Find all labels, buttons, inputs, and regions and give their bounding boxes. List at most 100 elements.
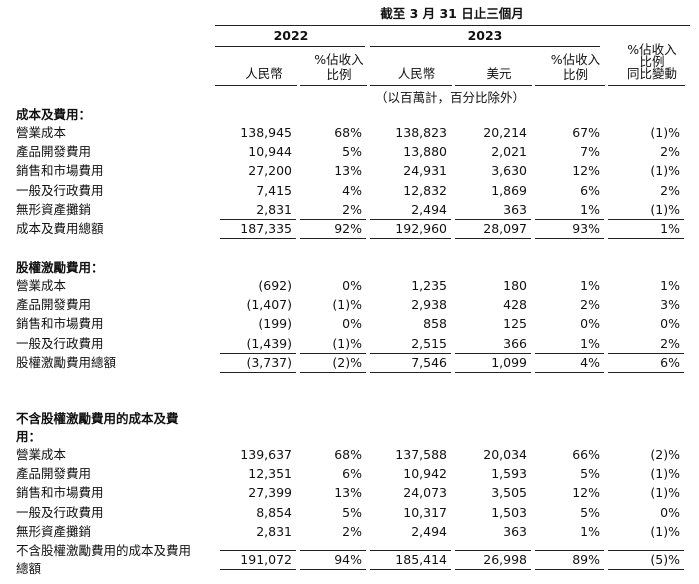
rule [608, 85, 685, 86]
total-cell: 1,099 [491, 354, 527, 370]
rule [455, 219, 531, 220]
cell: 363 [503, 201, 527, 217]
cell: 3,630 [491, 163, 527, 179]
cell: 8,854 [256, 504, 292, 520]
cell: 2,021 [491, 144, 527, 160]
total-cell: (5)% [650, 552, 680, 567]
section-title: 用： [16, 429, 42, 444]
year-header: 2022 [273, 28, 309, 43]
rule [535, 219, 604, 220]
rule [220, 238, 296, 239]
total-cell: 28,097 [483, 221, 527, 236]
cell: 2,494 [411, 523, 447, 539]
rule [608, 569, 684, 570]
rule [300, 569, 366, 570]
cell: 3% [660, 297, 680, 313]
cell: 0% [660, 316, 680, 332]
total-cell: 192,960 [395, 221, 447, 236]
cell: 2,515 [411, 335, 447, 351]
rule [300, 219, 366, 220]
row-label: 產品開發費用 [16, 466, 92, 482]
cell: 13% [334, 485, 362, 501]
rule [535, 352, 604, 354]
period-header: 截至 3 月 31 日止三個月 [380, 6, 524, 21]
rule [535, 371, 604, 373]
total-cell: 191,072 [240, 552, 292, 567]
cell: 366 [503, 335, 527, 351]
rule [300, 238, 366, 239]
row-label: 無形資產攤銷 [16, 201, 92, 217]
total-cell: 4% [580, 354, 600, 370]
column-header: %佔收入 [550, 52, 601, 67]
cell: (199) [258, 316, 292, 332]
rule [608, 352, 684, 354]
row-label: 無形資產攤銷 [16, 523, 92, 539]
cell: 2% [660, 335, 680, 351]
cell: 1,593 [491, 466, 527, 482]
row-label: 營業成本 [16, 447, 67, 462]
total-label: 股權激勵費用總額 [16, 354, 117, 370]
section-title: 不含股權激勵費用的成本及費 [16, 411, 179, 426]
cell: (1,407) [246, 297, 292, 313]
row-label: 營業成本 [16, 278, 67, 293]
total-cell: 187,335 [240, 221, 292, 236]
rule [608, 219, 684, 220]
cell: 27,399 [248, 485, 292, 501]
cell: 2,938 [411, 297, 447, 313]
cell: 3,505 [491, 485, 527, 501]
rule [370, 371, 451, 373]
rule [455, 85, 532, 86]
rule [300, 352, 366, 354]
section-title: 股權激勵費用： [16, 260, 104, 275]
total-cell: 26,998 [483, 552, 527, 567]
cell: (1)% [650, 163, 680, 179]
rule [300, 550, 366, 551]
rule [370, 238, 451, 239]
cell: 4% [342, 182, 362, 198]
cell: 10,944 [248, 144, 292, 160]
rule [370, 219, 451, 220]
cell: 1% [580, 201, 600, 217]
cell: 138,823 [395, 125, 447, 140]
rule [455, 569, 531, 570]
rule [370, 85, 452, 86]
cell: 125 [503, 316, 527, 332]
cell: 7% [580, 144, 600, 160]
rule [215, 85, 297, 86]
cell: (2)% [650, 447, 680, 462]
column-header: 比例 [562, 67, 588, 82]
row-label: 產品開發費用 [16, 297, 92, 313]
cell: (1)% [332, 297, 362, 313]
cell: 2% [342, 523, 362, 539]
total-cell: 89% [572, 552, 600, 567]
row-label: 一般及行政費用 [16, 504, 104, 520]
cell: 12% [572, 163, 600, 179]
column-header: 同比變動 [626, 66, 677, 81]
cell: (1)% [650, 485, 680, 501]
cell: 363 [503, 523, 527, 539]
rule [455, 550, 531, 551]
rule [220, 219, 296, 220]
cell: 1,869 [491, 182, 527, 198]
cell: 6% [342, 466, 362, 482]
total-label: 成本及費用總額 [16, 221, 104, 236]
total-label: 總額 [16, 561, 42, 576]
row-label: 銷售和市場費用 [16, 163, 104, 179]
rule [220, 352, 296, 354]
rule [300, 85, 367, 86]
row-label: 營業成本 [16, 125, 67, 140]
rule [535, 550, 604, 551]
cell: 2% [580, 297, 600, 313]
column-header: %佔收入 [314, 52, 364, 67]
cell: 0% [342, 316, 362, 332]
cell: 138,945 [240, 125, 292, 140]
total-cell: (3,737) [246, 354, 292, 370]
cell: 1,235 [411, 278, 447, 293]
cell: 20,214 [483, 125, 527, 140]
row-label: 銷售和市場費用 [16, 485, 104, 501]
rule [215, 25, 690, 26]
rule [370, 569, 451, 570]
cell: 68% [334, 447, 362, 462]
column-header: 比例 [639, 54, 665, 69]
